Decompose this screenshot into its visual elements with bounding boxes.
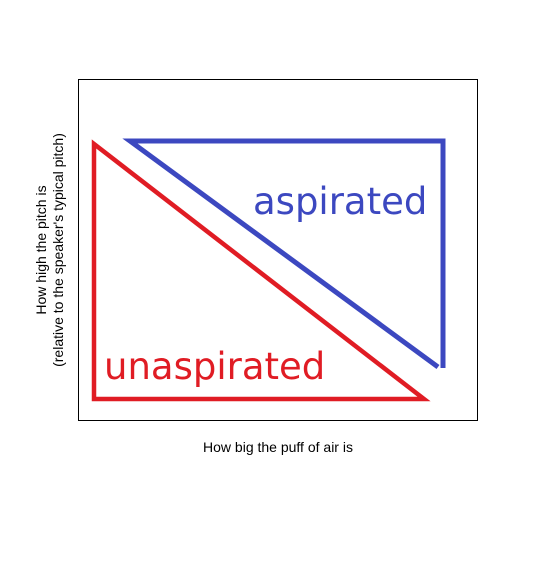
- y-axis-label-line2: (relative to the speaker's typical pitch…: [50, 133, 66, 367]
- unaspirated-region: [91, 139, 431, 402]
- plot-frame: [78, 79, 478, 421]
- x-axis-label: How big the puff of air is: [203, 439, 353, 455]
- aspirated-label: aspirated: [253, 180, 427, 223]
- aspirated-region: [122, 138, 446, 370]
- y-axis-label-line1: How high the pitch is: [33, 185, 49, 314]
- unaspirated-label: unaspirated: [104, 345, 325, 388]
